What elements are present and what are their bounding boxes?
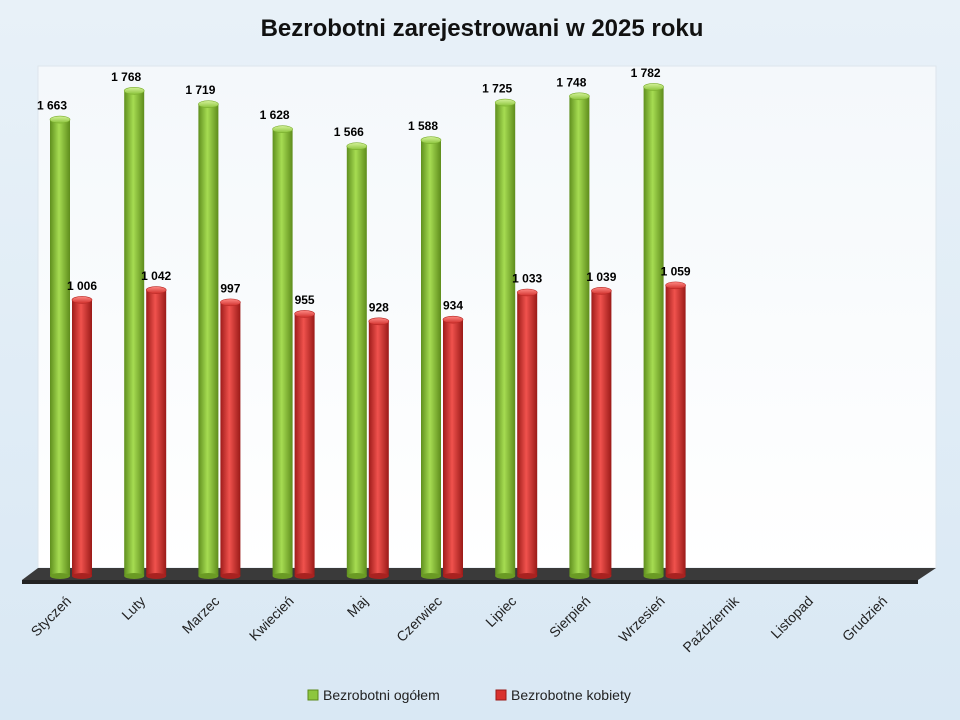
category-label-9: Wrzesień <box>615 593 667 645</box>
value-label-women-1: 1 006 <box>67 279 97 293</box>
value-label-total-4: 1 628 <box>260 108 290 122</box>
value-label-total-6: 1 588 <box>408 119 438 133</box>
bar-women-7 <box>516 288 538 579</box>
value-label-women-7: 1 033 <box>512 271 542 285</box>
category-label-5: Maj <box>344 593 371 620</box>
category-label-11: Listopad <box>767 593 816 642</box>
category-label-6: Czerwiec <box>393 593 445 645</box>
chart-title: Bezrobotni zarejestrowani w 2025 roku <box>261 15 704 42</box>
plot-floor <box>22 568 936 580</box>
bar-total-9 <box>643 83 664 579</box>
category-label-4: Kwiecień <box>246 593 297 644</box>
value-label-women-3: 997 <box>220 281 240 295</box>
legend-label-total: Bezrobotni ogółem <box>323 687 440 703</box>
category-label-10: Październik <box>679 592 742 655</box>
bar-total-4 <box>272 125 293 579</box>
bar-women-9 <box>665 281 686 579</box>
legend-label-women: Bezrobotne kobiety <box>511 687 631 703</box>
bar-total-8 <box>569 92 590 579</box>
plot-floor-edge <box>22 580 918 584</box>
category-label-3: Marzec <box>179 593 223 637</box>
value-label-women-6: 934 <box>443 299 463 313</box>
bar-total-1 <box>49 115 71 579</box>
category-label-1: Styczeń <box>28 593 75 640</box>
bar-women-1 <box>71 296 93 579</box>
category-label-12: Grudzień <box>839 593 890 644</box>
value-label-total-8: 1 748 <box>556 75 586 89</box>
bar-women-2 <box>145 286 167 579</box>
legend-swatch-women <box>495 689 507 701</box>
bar-total-2 <box>123 86 145 579</box>
bar-total-5 <box>346 142 368 579</box>
bar-women-8 <box>591 287 612 579</box>
bars-layer <box>49 83 686 579</box>
value-label-total-2: 1 768 <box>111 70 141 84</box>
bar-women-5 <box>368 317 390 579</box>
value-labels-layer: 1 663 1 768 1 719 1 628 1 566 1 588 1 725 1 748… <box>37 66 691 314</box>
bar-total-7 <box>494 98 516 579</box>
value-label-total-9: 1 782 <box>631 66 661 80</box>
category-label-7: Lipiec <box>482 593 519 630</box>
value-label-total-7: 1 725 <box>482 82 512 96</box>
value-label-total-5: 1 566 <box>334 125 364 139</box>
category-label-8: Sierpień <box>546 593 594 641</box>
value-label-women-5: 928 <box>369 300 389 314</box>
legend: Bezrobotni ogółem Bezrobotne kobiety <box>307 687 631 703</box>
value-label-total-1: 1 663 <box>37 99 67 113</box>
bar-women-4 <box>294 310 315 579</box>
value-label-women-2: 1 042 <box>141 269 171 283</box>
bar-women-3 <box>220 298 241 579</box>
bar-women-6 <box>442 315 464 579</box>
value-label-women-9: 1 059 <box>661 264 691 278</box>
value-label-women-8: 1 039 <box>586 270 616 284</box>
bar-total-6 <box>420 136 442 579</box>
category-label-2: Luty <box>118 593 148 623</box>
bar-total-3 <box>198 100 219 579</box>
legend-swatch-total <box>307 689 319 701</box>
value-label-total-3: 1 719 <box>185 83 215 97</box>
value-label-women-4: 955 <box>295 293 315 307</box>
plot-back-wall <box>37 65 937 569</box>
category-labels-layer: Styczeń Luty Marzec Kwiecień Maj Czerwiec Lipi… <box>28 592 891 655</box>
